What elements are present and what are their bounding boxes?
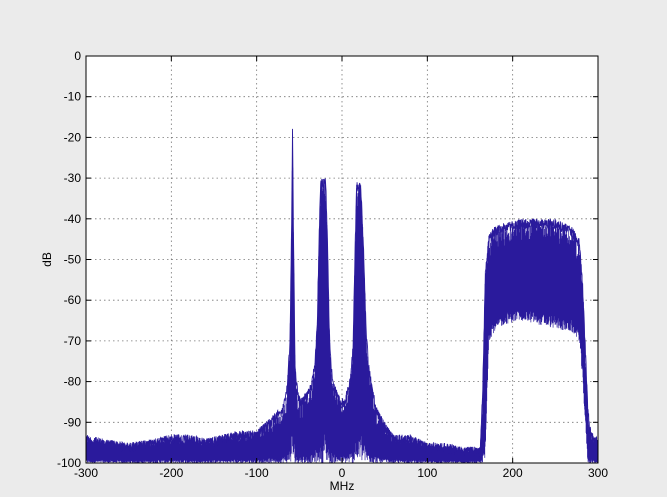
- spectrum-noise: [86, 134, 598, 463]
- y-tick-label: -80: [64, 375, 82, 389]
- spectrum-trace: [86, 128, 598, 463]
- y-tick-label: -30: [64, 171, 82, 185]
- axis-ticks: -300 -200 -100 0 100 200 300 0 -10 -20 -30 -40 -50 -6…: [57, 49, 608, 480]
- x-tick-label: 200: [503, 466, 523, 480]
- y-tick-label: -60: [64, 293, 82, 307]
- y-tick-label: -40: [64, 212, 82, 226]
- y-tick-label: -20: [64, 130, 82, 144]
- x-tick-label: -100: [245, 466, 269, 480]
- y-axis-label: dB: [40, 252, 54, 267]
- y-tick-label: -100: [57, 456, 81, 470]
- y-tick-label: -50: [64, 253, 82, 267]
- x-tick-label: 0: [339, 466, 346, 480]
- spectrum-line: [86, 128, 598, 457]
- y-tick-label: 0: [74, 49, 81, 63]
- x-tick-label: 300: [588, 466, 608, 480]
- y-tick-label: -90: [64, 415, 82, 429]
- x-tick-label: -200: [159, 466, 183, 480]
- y-tick-label: -10: [64, 90, 82, 104]
- y-tick-label: -70: [64, 334, 82, 348]
- x-tick-label: -300: [74, 466, 98, 480]
- x-axis-label: MHz: [330, 479, 355, 493]
- x-tick-label: 100: [417, 466, 437, 480]
